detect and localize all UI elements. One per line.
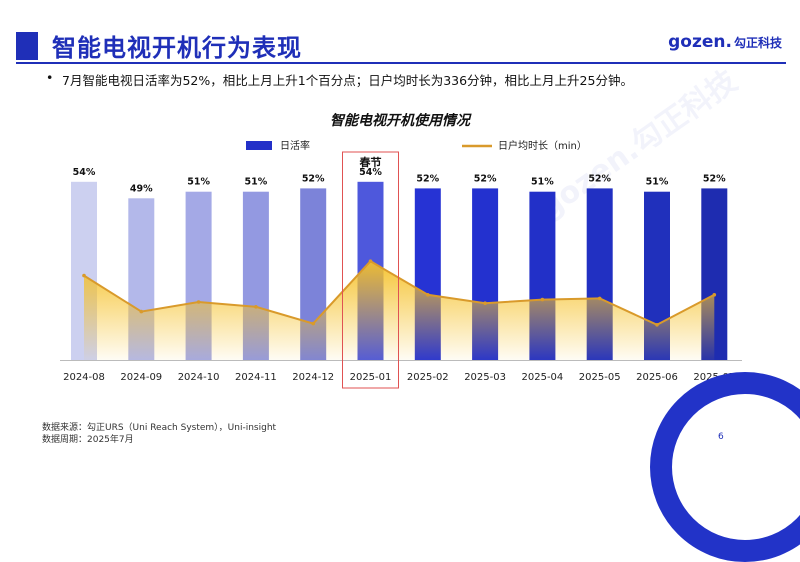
area-point-2025-04: [540, 297, 545, 302]
title-accent-bar: [16, 32, 38, 60]
x-tick-2025-02: 2025-02: [407, 372, 449, 383]
logo-latin: gozen.: [668, 32, 732, 52]
x-tick-2025-03: 2025-03: [464, 372, 506, 383]
area-point-2025-06: [655, 323, 659, 327]
bar-label-2025-01: 54%: [359, 167, 382, 178]
x-tick-2024-12: 2024-12: [292, 372, 334, 383]
summary-text: 7月智能电视日活率为52%，相比上月上升1个百分点；日户均时长为336分钟，相比…: [62, 73, 633, 88]
title-underline: [16, 62, 786, 64]
x-tick-2024-09: 2024-09: [120, 372, 162, 383]
x-tick-2025-01: 2025-01: [350, 372, 392, 383]
data-source: 数据来源：勾正URS（Uni Reach System），Uni-insight: [42, 423, 277, 433]
x-tick-2024-08: 2024-08: [63, 372, 105, 383]
area-point-2025-07: [712, 293, 717, 297]
chart-legend: 日活率 日户均时长（min）: [246, 139, 587, 152]
area-point-2024-09: [139, 309, 144, 314]
area-point-2024-10: [196, 300, 201, 304]
data-period: 数据周期：2025年7月: [42, 435, 134, 445]
x-tick-2025-06: 2025-06: [636, 372, 678, 383]
bar-label-2024-11: 51%: [245, 177, 268, 188]
bar-label-2025-04: 51%: [531, 177, 554, 188]
logo-cn: 勾正科技: [733, 36, 782, 50]
bar-label-2024-12: 52%: [302, 173, 325, 184]
area-point-2024-12: [311, 321, 316, 326]
area-fill: [84, 261, 715, 360]
legend-label-area: 日户均时长（min）: [498, 139, 587, 152]
data-labels: 54% 49% 51% 51% 52% 54% 52% 52% 51% 52% 51% 52%: [73, 167, 727, 195]
x-tick-2025-04: 2025-04: [522, 372, 564, 383]
legend-swatch-bar: [246, 141, 272, 150]
x-tick-2024-10: 2024-10: [178, 372, 220, 383]
area-point-2024-08: [82, 273, 86, 278]
area-series: [82, 259, 717, 360]
chart-title: 智能电视开机使用情况: [330, 113, 470, 129]
highlight-box: [342, 151, 399, 389]
x-tick-2025-05: 2025-05: [579, 372, 621, 383]
bullet-dot: •: [46, 70, 54, 85]
bar-label-2024-10: 51%: [187, 177, 210, 188]
area-point-2025-03: [483, 301, 487, 306]
bar-label-2025-02: 52%: [416, 173, 439, 184]
page-number: 6: [718, 432, 724, 442]
area-point-2025-01: [368, 259, 373, 264]
area-point-2025-05: [597, 296, 602, 301]
area-line: [83, 259, 715, 326]
bar-label-2024-08: 54%: [73, 167, 96, 178]
bar-label-2024-09: 49%: [130, 183, 153, 194]
x-axis: 2024-08 2024-09 2024-10 2024-11 2024-12 2025-…: [60, 360, 742, 383]
bar-label-2025-05: 52%: [588, 173, 611, 184]
legend-label-bar: 日活率: [280, 139, 310, 152]
annotation: 春节: [342, 151, 399, 389]
chart-canvas: 日活率 日户均时长（min） 54% 49% 51% 51% 52% 54% 52% 52% 51…: [60, 139, 742, 389]
bar-label-2025-07: 52%: [703, 173, 726, 184]
bar-label-2025-03: 52%: [474, 173, 497, 184]
bar-label-2025-06: 51%: [646, 177, 669, 188]
footer-notes: 数据来源：勾正URS（Uni Reach System），Uni-insight…: [42, 422, 276, 446]
summary-bullet: • 7月智能电视日活率为52%，相比上月上升1个百分点；日户均时长为336分钟，…: [46, 70, 633, 89]
brand-logo: gozen. 勾正科技: [668, 32, 782, 52]
annotation-text: 春节: [360, 155, 382, 169]
x-tick-2024-11: 2024-11: [235, 372, 277, 383]
area-point-2025-02: [426, 293, 430, 297]
page-title: 智能电视开机行为表现: [52, 34, 302, 62]
area-point-2024-11: [254, 305, 258, 309]
